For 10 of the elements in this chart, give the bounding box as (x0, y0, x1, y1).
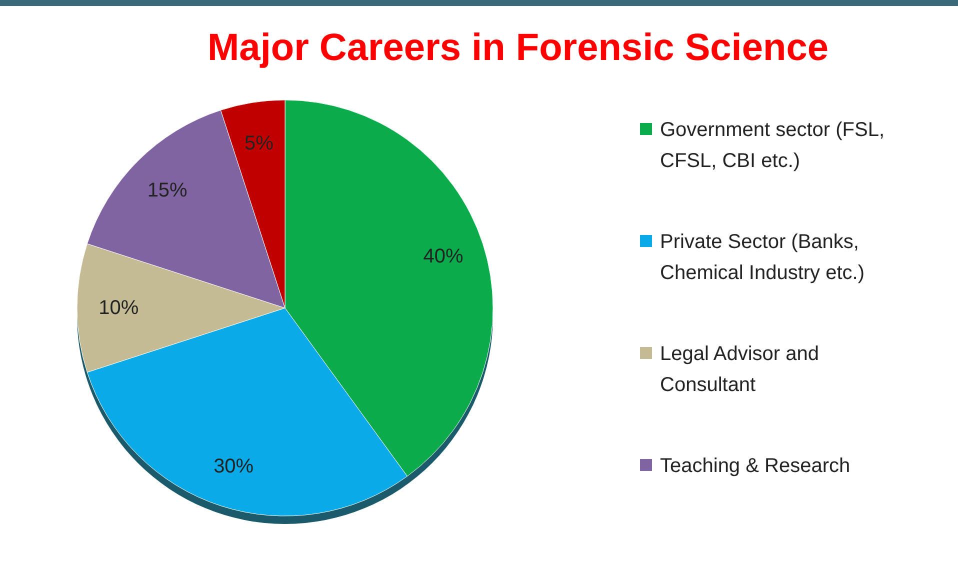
data-label: 40% (423, 246, 464, 268)
legend-label: Private Sector (Banks, Chemical Industry etc.) (660, 231, 865, 284)
chart-title: Major Careers in Forensic Science (208, 27, 828, 69)
data-label: 30% (214, 455, 254, 478)
legend-label: Legal Advisor and Consultant (660, 343, 820, 396)
legend-label: Teaching & Research (660, 455, 850, 477)
data-label: 5% (244, 132, 274, 155)
data-label: 15% (147, 179, 188, 202)
legend-label: Government sector (FSL, CFSL, CBI etc.) (660, 119, 885, 172)
data-label: 10% (98, 297, 139, 319)
